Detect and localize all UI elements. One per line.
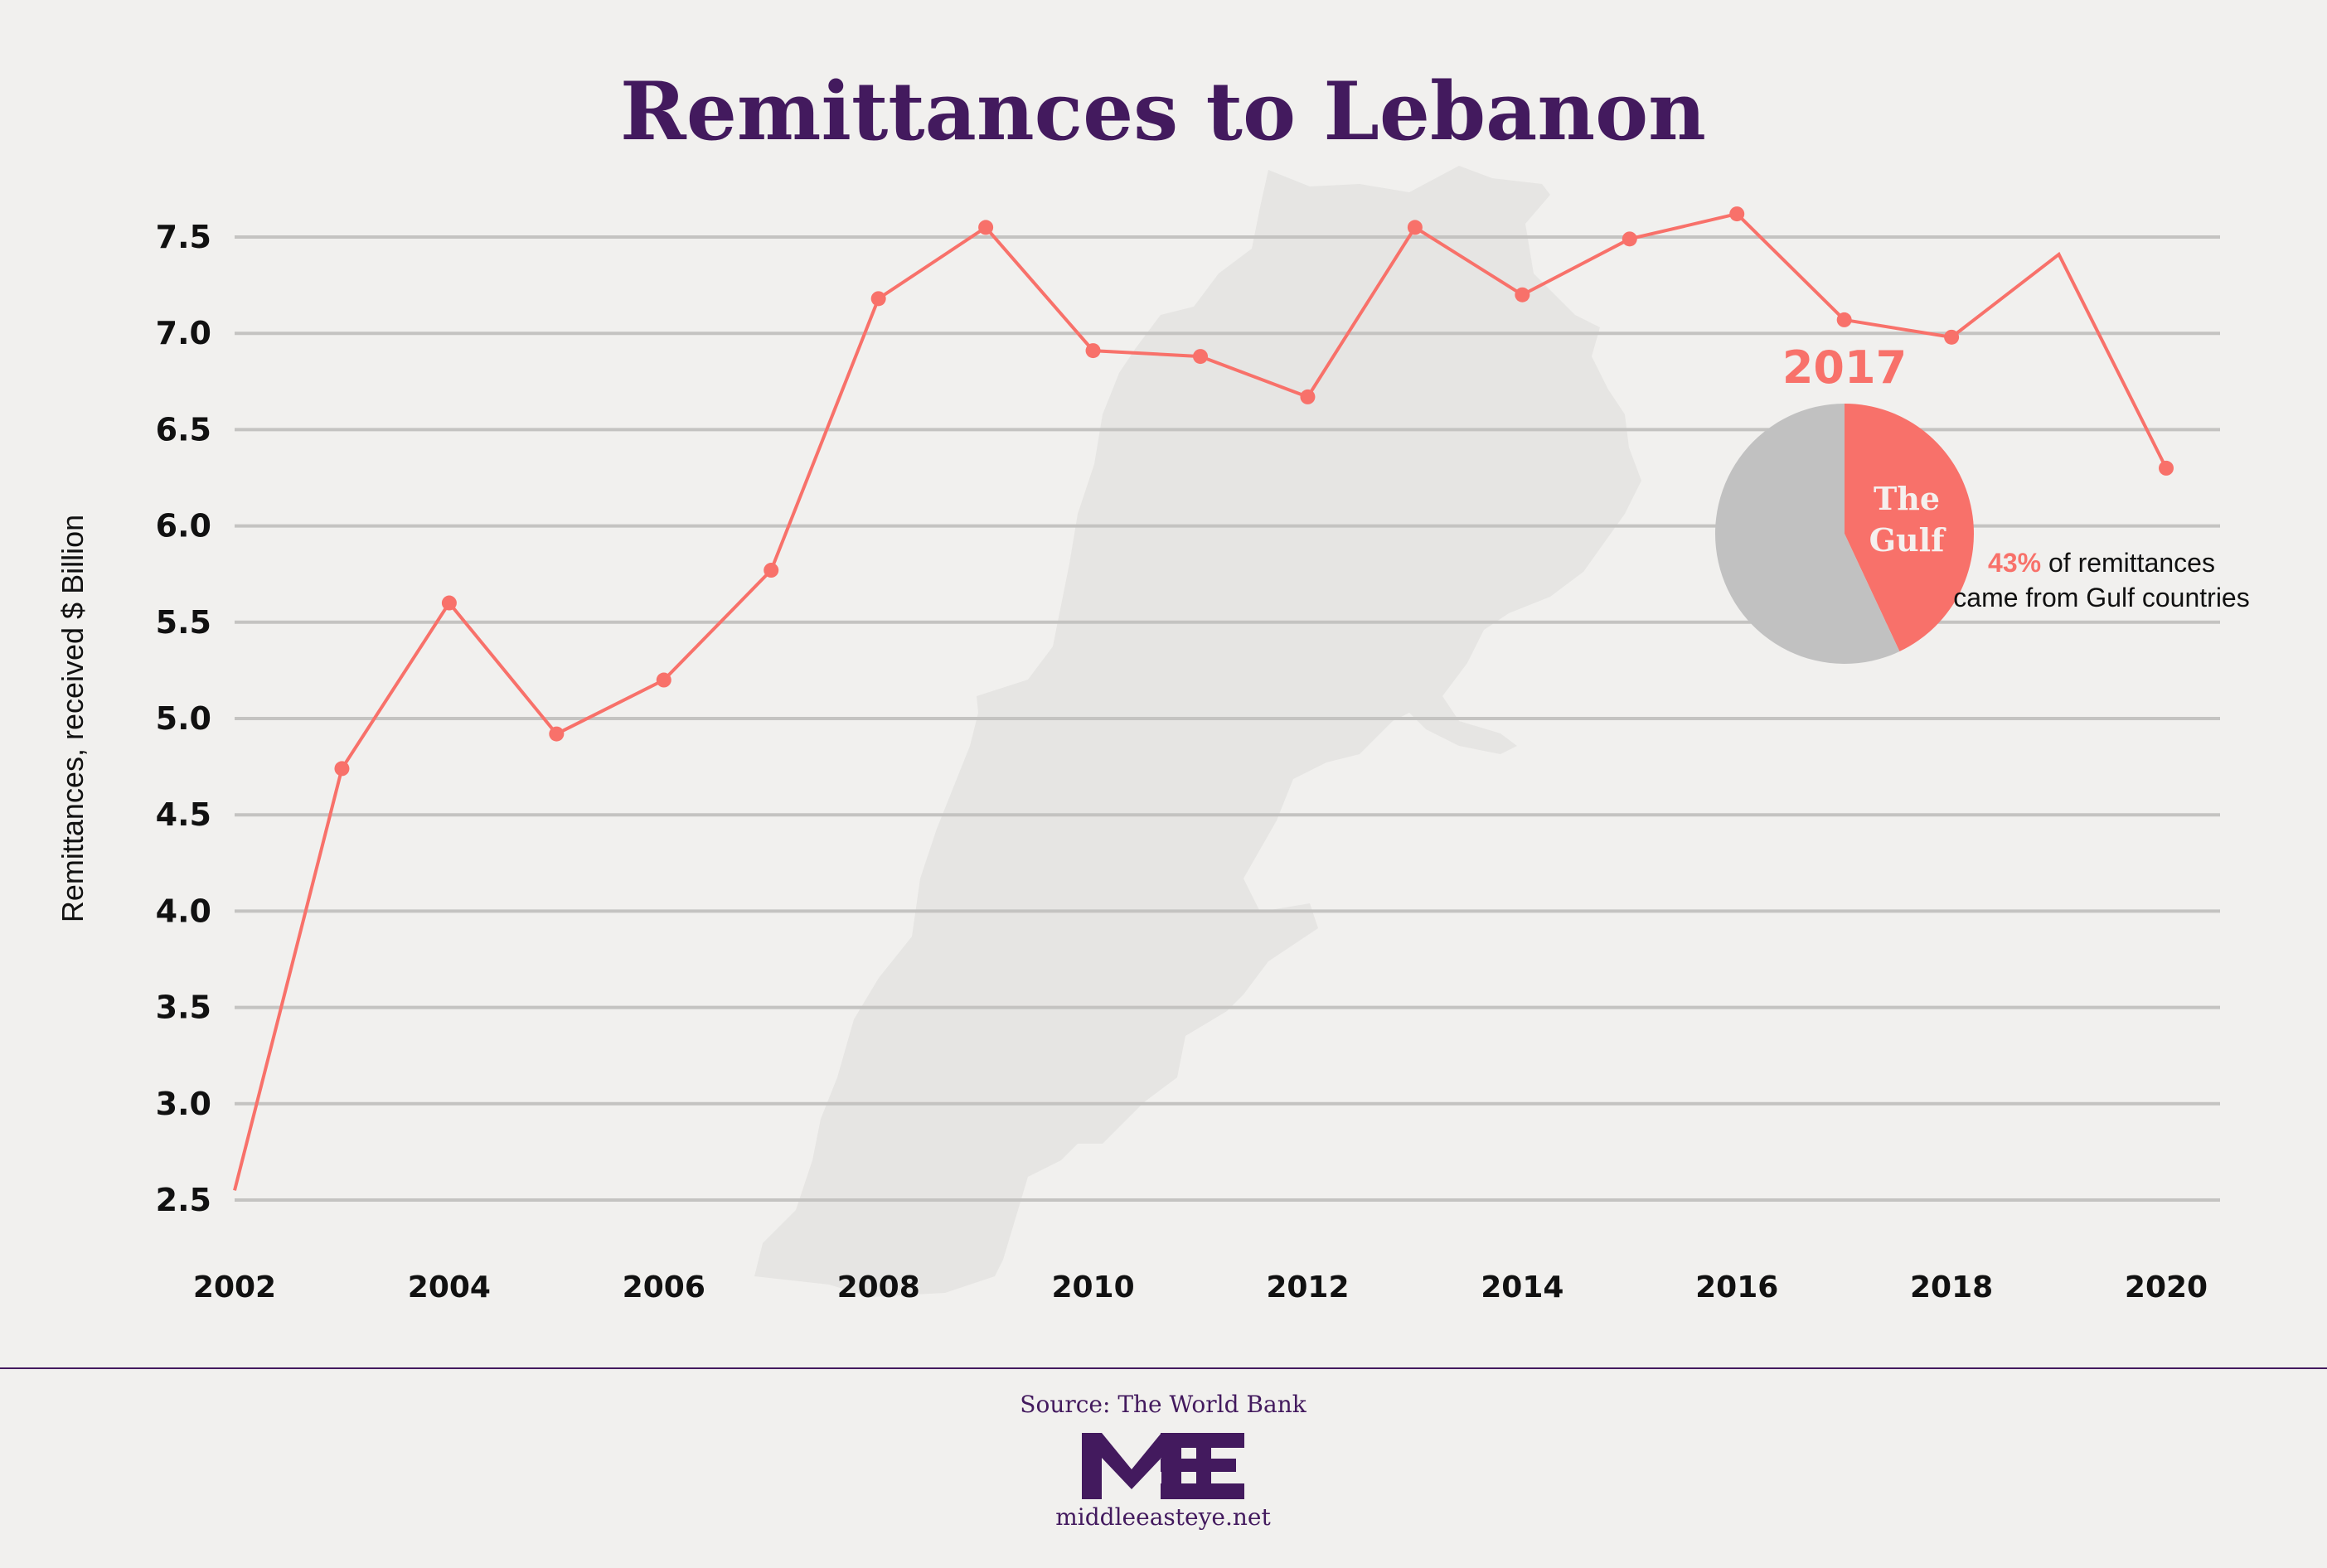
y-tick-label: 7.0 [156, 315, 211, 351]
pie-slice-gulf [1845, 404, 1975, 652]
y-axis-label: Remittances, received $ Billion [56, 515, 90, 922]
data-point-2004 [441, 595, 457, 611]
source-text: Source: The World Bank [1020, 1391, 1307, 1418]
data-point-2007 [764, 563, 779, 578]
pie-slice-label-line2: Gulf [1869, 521, 1947, 559]
x-tick-label: 2008 [837, 1270, 920, 1304]
y-tick-label: 6.0 [156, 508, 211, 544]
x-tick-label: 2020 [2125, 1270, 2208, 1304]
x-tick-label: 2012 [1266, 1270, 1349, 1304]
mee-logo [1082, 1433, 1244, 1499]
x-tick-label: 2018 [1910, 1270, 1993, 1304]
pie-annotation-text: of remittances [2041, 548, 2215, 578]
footer-url: middleeasteye.net [1055, 1503, 1271, 1531]
y-tick-label: 3.0 [156, 1086, 211, 1122]
data-point-2011 [1193, 349, 1208, 365]
y-tick-label: 3.5 [156, 990, 211, 1026]
x-tick-label: 2004 [408, 1270, 491, 1304]
y-tick-label: 2.5 [156, 1182, 211, 1218]
y-tick-label: 4.5 [156, 796, 211, 833]
data-point-2005 [549, 726, 565, 742]
data-point-2009 [978, 220, 994, 235]
data-point-2014 [1515, 287, 1530, 302]
y-tick-label: 6.5 [156, 411, 211, 448]
data-point-2006 [656, 672, 671, 688]
data-point-2012 [1300, 389, 1316, 404]
chart-title: Remittances to Lebanon [620, 65, 1706, 158]
data-point-2003 [334, 761, 350, 777]
x-tick-label: 2016 [1695, 1270, 1778, 1304]
x-tick-label: 2014 [1481, 1270, 1563, 1304]
data-point-2017 [1836, 312, 1852, 327]
data-point-2010 [1085, 343, 1101, 359]
data-point-2013 [1407, 220, 1423, 235]
pie-slice-other [1715, 404, 1900, 664]
x-tick-label: 2006 [623, 1270, 705, 1304]
inset-pie-chart: 2017 The Gulf 43% of remittances came fr… [1715, 341, 2250, 664]
lebanon-map-silhouette [754, 166, 1641, 1297]
data-point-2016 [1729, 206, 1745, 222]
x-tick-label: 2010 [1051, 1270, 1134, 1304]
x-tick-label: 2002 [193, 1270, 276, 1304]
pie-annotation-line1: 43% of remittances [1988, 548, 2215, 578]
y-tick-label: 4.0 [156, 893, 211, 929]
pie-title: 2017 [1782, 341, 1907, 394]
y-tick-label: 5.5 [156, 604, 211, 641]
pie-annotation-percent: 43% [1988, 548, 2041, 578]
y-tick-label: 7.5 [156, 219, 211, 255]
data-point-2008 [870, 291, 886, 307]
pie-slice-label-line1: The [1874, 480, 1940, 517]
y-tick-label: 5.0 [156, 700, 211, 737]
data-point-2020 [2159, 460, 2174, 476]
pie-annotation-line2: came from Gulf countries [1953, 583, 2249, 612]
data-point-2018 [1944, 329, 1960, 345]
data-point-2015 [1622, 231, 1637, 247]
